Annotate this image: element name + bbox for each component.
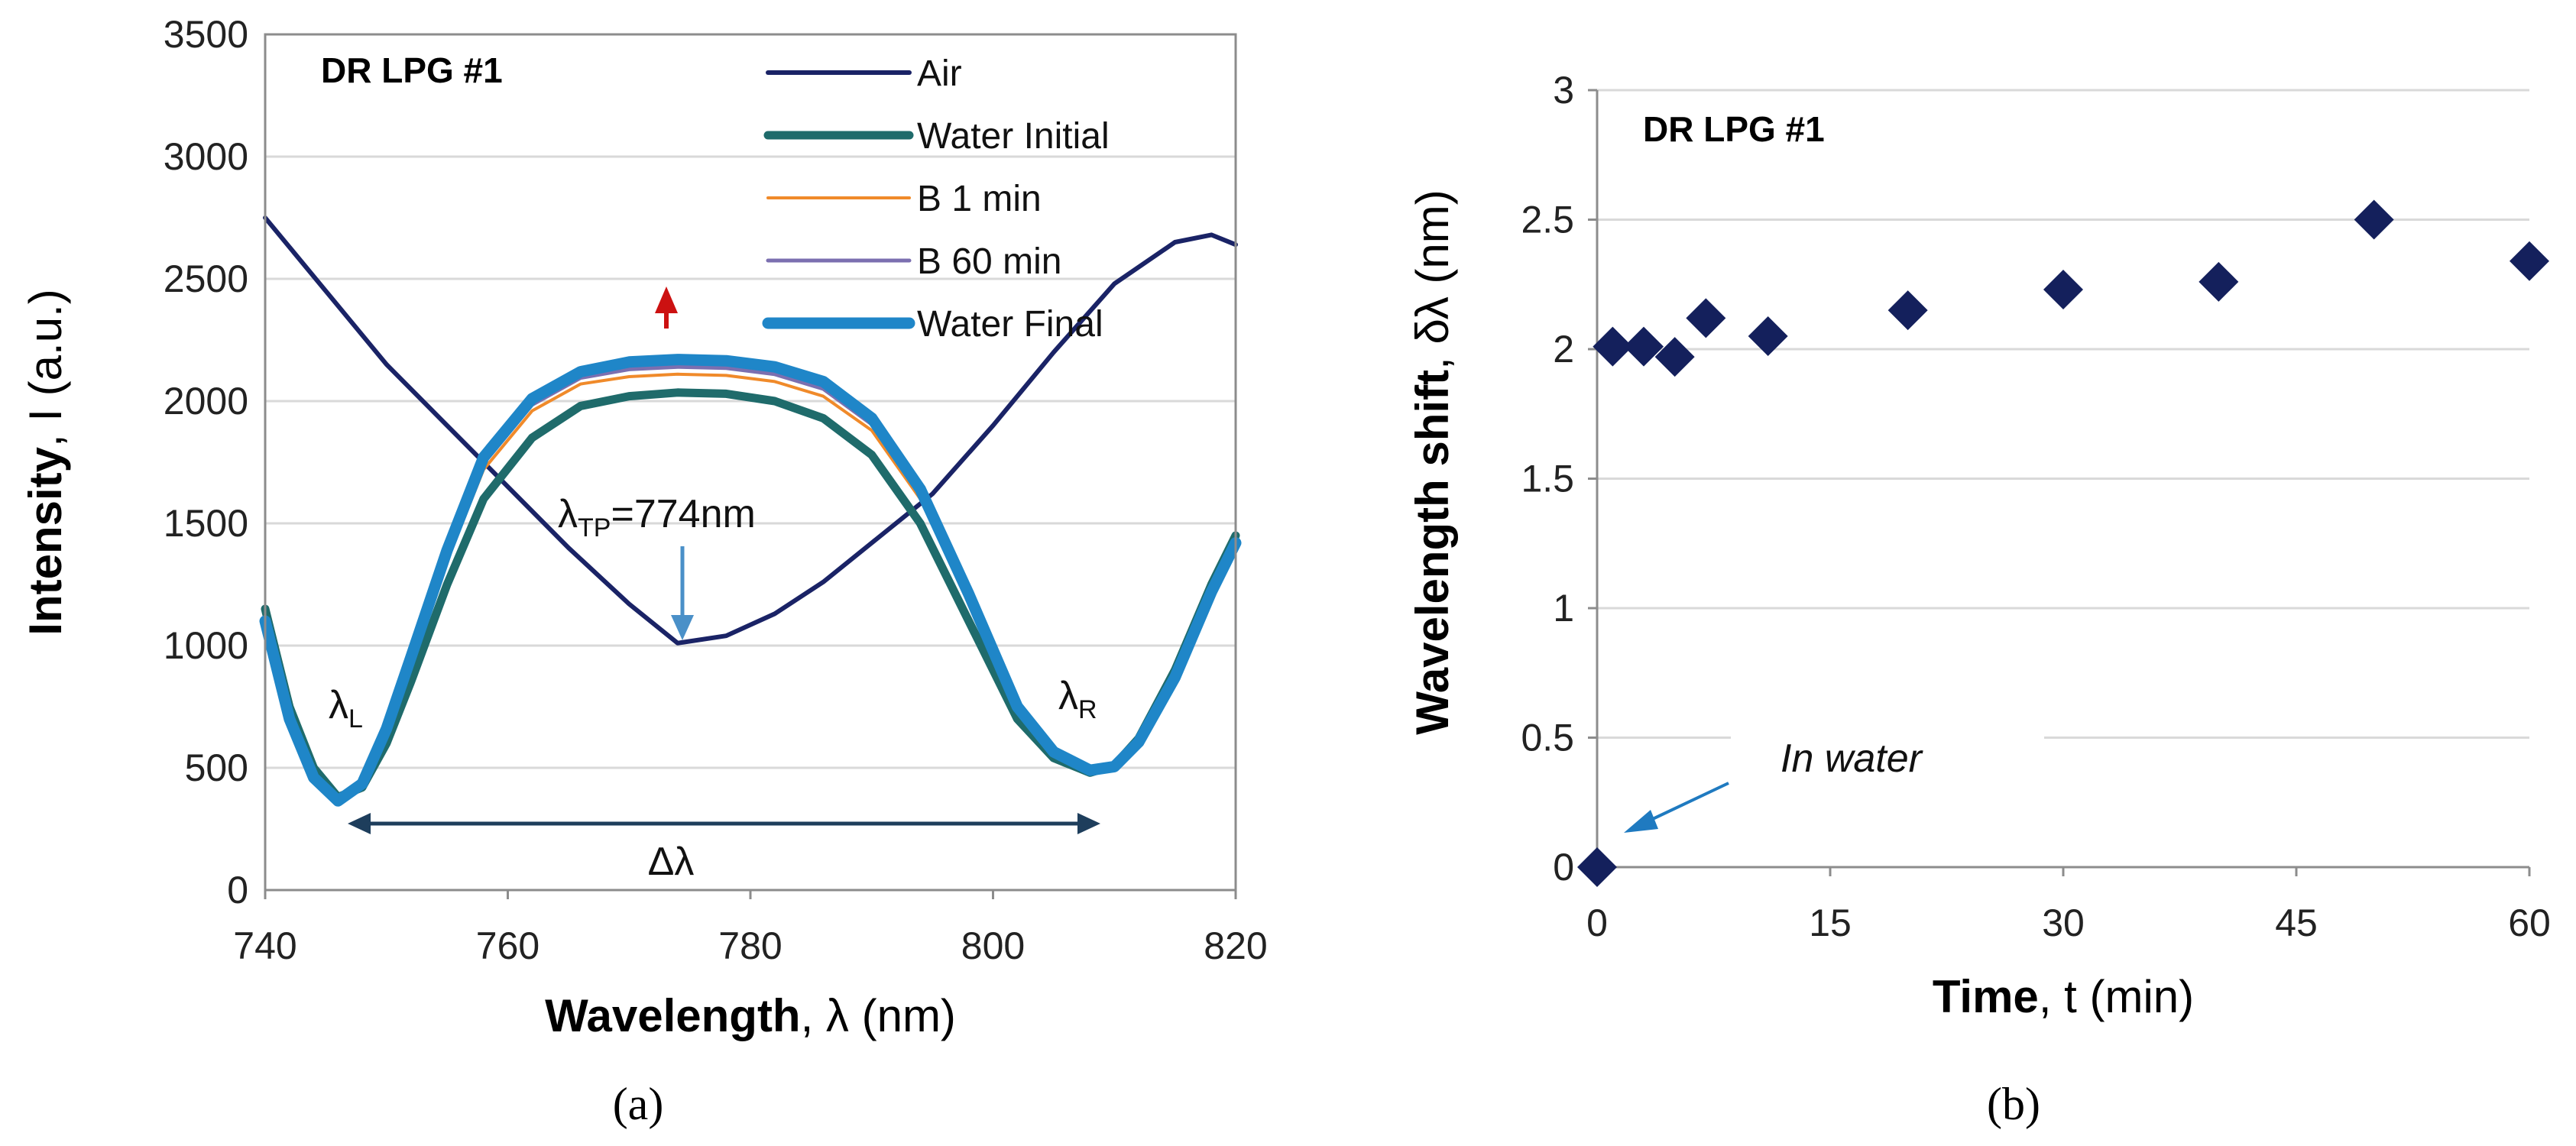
a-x-axis-title: Wavelength, λ (nm) <box>545 990 956 1041</box>
b-x-tick-2: 30 <box>2042 902 2085 944</box>
b-x-axis-title: Time, t (min) <box>1933 971 2194 1022</box>
a-turning-point-arrowhead <box>671 615 694 640</box>
b-point-10 <box>2510 241 2549 281</box>
b-gridlines <box>1597 89 2529 739</box>
a-series-water-initial <box>261 388 1240 801</box>
b-annotation-arrowhead <box>1624 810 1658 833</box>
a-series-b-60-min <box>263 364 1238 802</box>
a-turning-point-sub: TP <box>578 513 611 542</box>
a-y-axis-title: Intensity, I (a.u.) <box>20 289 71 635</box>
b-annotation-in-water: In water <box>1781 736 1924 781</box>
b-y-ticks: 0 0.5 1 1.5 2 2.5 3 <box>1521 69 1597 889</box>
b-y-tick-3: 1.5 <box>1521 458 1574 500</box>
a-y-tick-0: 0 <box>227 869 248 911</box>
a-series-air <box>263 215 1238 646</box>
a-y-tick-3: 1500 <box>164 502 248 545</box>
b-point-6 <box>1887 290 1928 331</box>
b-annotation-background <box>1731 726 2044 810</box>
a-x-tick-3: 800 <box>961 924 1025 967</box>
b-y-axis-title: Wavelength shift, δλ (nm) <box>1407 189 1458 734</box>
b-y-tick-4: 2 <box>1553 328 1574 371</box>
a-legend-label-1: Water Initial <box>917 116 1110 157</box>
b-point-1 <box>1593 326 1633 367</box>
a-y-ticks: 0 500 1000 1500 2000 2500 3000 3500 <box>164 13 248 911</box>
a-legend-label-0: Air <box>917 53 962 94</box>
a-y-tick-2: 1000 <box>164 624 248 667</box>
a-x-tick-4: 820 <box>1204 924 1267 967</box>
a-plot-frame <box>264 33 1237 892</box>
a-x-tick-0: 740 <box>233 924 296 967</box>
a-title: DR LPG #1 <box>321 50 503 90</box>
b-x-tick-1: 15 <box>1809 902 1852 944</box>
a-x-tick-2: 780 <box>718 924 782 967</box>
a-turning-point-value: =774nm <box>611 492 755 536</box>
b-point-4 <box>1686 298 1726 338</box>
a-y-tick-6: 3000 <box>164 135 248 178</box>
a-legend-label-2: B 1 min <box>917 179 1042 219</box>
a-y-tick-4: 2000 <box>164 380 248 422</box>
a-legend: Air Water Initial B 1 min B 60 min Water Fin… <box>762 53 1110 345</box>
b-y-tick-6: 3 <box>1553 69 1574 112</box>
b-point-5 <box>1748 316 1788 357</box>
a-delta-lambda-label: Δλ <box>648 840 695 884</box>
a-delta-lambda-arrowhead-left <box>348 813 371 834</box>
a-series-water-final <box>259 354 1242 807</box>
b-point-2 <box>1624 326 1664 367</box>
b-point-0 <box>1577 847 1617 887</box>
a-y-tick-7: 3500 <box>164 13 248 56</box>
b-y-tick-5: 2.5 <box>1521 199 1574 241</box>
a-turning-point-lambda: λ <box>558 492 578 536</box>
b-x-tick-4: 60 <box>2508 902 2551 944</box>
b-y-tick-0: 0 <box>1553 846 1574 889</box>
b-point-9 <box>2354 199 2394 240</box>
a-series-group <box>259 215 1242 807</box>
a-y-tick-1: 500 <box>185 746 248 789</box>
a-legend-label-4: Water Final <box>917 304 1103 345</box>
b-y-tick-2: 1 <box>1553 587 1574 630</box>
b-x-tick-0: 0 <box>1586 902 1608 944</box>
a-lambda-l: λL <box>329 683 363 733</box>
b-point-8 <box>2199 261 2239 302</box>
b-panel-label: (b) <box>1987 1079 2040 1129</box>
b-point-3 <box>1654 337 1695 377</box>
chart-b: 0 15 30 45 60 0 0.5 1 1.5 2 2.5 3 DR LPG #1 In wat… <box>1407 69 2551 1129</box>
a-turning-point-label: λTP=774nm <box>558 492 756 542</box>
b-point-7 <box>2043 270 2083 310</box>
a-y-tick-5: 2500 <box>164 257 248 300</box>
a-legend-label-3: B 60 min <box>917 241 1061 282</box>
a-x-ticks: 740 760 780 800 820 <box>233 890 1268 967</box>
b-x-ticks: 0 15 30 45 60 <box>1586 867 2551 944</box>
b-title: DR LPG #1 <box>1643 109 1825 149</box>
b-y-tick-1: 0.5 <box>1521 717 1574 759</box>
a-lambda-r: λR <box>1058 674 1097 724</box>
a-increase-arrowhead <box>655 286 678 313</box>
b-annotation-arrow <box>1642 782 1729 825</box>
b-x-tick-3: 45 <box>2275 902 2318 944</box>
b-points-group <box>1577 199 2549 887</box>
a-panel-label: (a) <box>613 1079 664 1129</box>
a-delta-lambda-arrowhead-right <box>1077 813 1100 834</box>
a-x-tick-1: 760 <box>476 924 540 967</box>
chart-a: 740 760 780 800 820 0 500 1000 1500 2000 2500 3000… <box>20 13 1268 1129</box>
a-series-b-1-min <box>264 372 1237 801</box>
